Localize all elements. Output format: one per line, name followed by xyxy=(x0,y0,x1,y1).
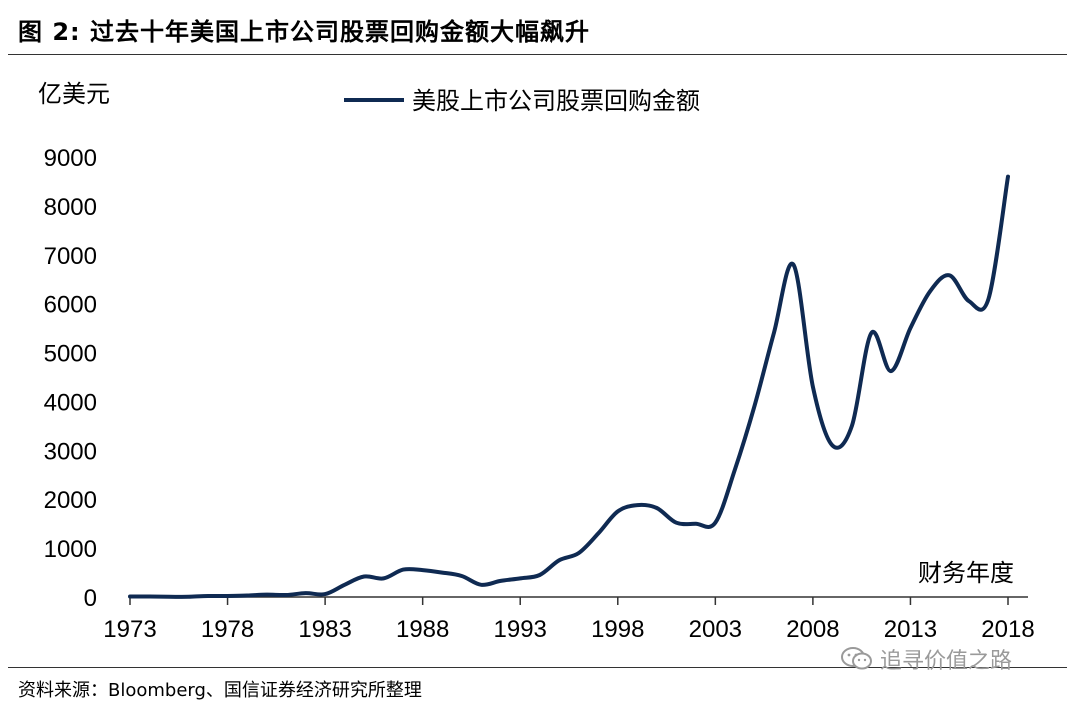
data-point xyxy=(655,507,658,510)
data-point xyxy=(909,327,912,330)
y-tick-label: 6000 xyxy=(44,292,97,319)
x-tick-label: 1973 xyxy=(103,616,156,643)
data-point xyxy=(733,468,736,471)
data-point xyxy=(324,593,327,596)
data-point xyxy=(304,592,307,595)
x-tick-label: 1988 xyxy=(396,616,449,643)
data-point xyxy=(772,332,775,335)
data-point xyxy=(168,595,171,598)
x-tick-label: 2008 xyxy=(786,616,839,643)
data-point xyxy=(441,571,444,574)
data-point xyxy=(363,575,366,578)
data-point xyxy=(929,290,932,293)
data-point xyxy=(207,595,210,598)
data-point xyxy=(519,577,522,580)
x-tick-label: 1998 xyxy=(591,616,644,643)
chart: 1973 1978 1983 1988 1993 1998 2003 2008 2013 2018… xyxy=(38,80,1035,643)
y-tick-label: 3000 xyxy=(44,438,97,465)
data-point xyxy=(187,595,190,598)
data-point xyxy=(265,593,268,596)
data-point xyxy=(480,583,483,586)
data-point xyxy=(714,521,717,524)
figure-title: 图 2: 过去十年美国上市公司股票回购金额大幅飙升 xyxy=(18,18,591,46)
y-tick-label: 7000 xyxy=(44,243,97,270)
x-tick-label: 1993 xyxy=(494,616,547,643)
data-point xyxy=(831,444,834,447)
data-point xyxy=(987,297,990,300)
data-point xyxy=(792,263,795,266)
x-tick-label: 2013 xyxy=(884,616,937,643)
x-tick-label: 1978 xyxy=(201,616,254,643)
data-point xyxy=(870,332,873,335)
data-point xyxy=(597,532,600,535)
data-point xyxy=(558,559,561,562)
figure-header: 图 2: 过去十年美国上市公司股票回购金额大幅飙升 xyxy=(0,0,1075,56)
x-axis-label: 财务年度 xyxy=(918,559,1014,587)
data-point xyxy=(421,569,424,572)
legend-label: 美股上市公司股票回购金额 xyxy=(412,87,700,115)
source-note: 资料来源：Bloomberg、国信证券经济研究所整理 xyxy=(18,680,422,701)
data-point xyxy=(460,575,463,578)
data-point xyxy=(402,568,405,571)
data-point xyxy=(889,370,892,373)
y-tick-label: 1000 xyxy=(44,536,97,563)
data-point xyxy=(285,594,288,597)
data-point xyxy=(382,577,385,580)
data-point xyxy=(675,521,678,524)
data-point xyxy=(226,595,229,598)
data-point xyxy=(499,579,502,582)
series-line xyxy=(128,174,1010,599)
data-point xyxy=(753,405,756,408)
data-point xyxy=(811,385,814,388)
y-tick-label: 9000 xyxy=(44,145,97,172)
x-tick-label: 2003 xyxy=(689,616,742,643)
data-point xyxy=(148,595,151,598)
bottom-rule xyxy=(8,667,1067,668)
y-tick-label: 0 xyxy=(84,585,97,612)
chart-layer: 1973 1978 1983 1988 1993 1998 2003 2008 2013 2018… xyxy=(38,80,1035,643)
data-point xyxy=(1007,175,1010,178)
data-point xyxy=(850,424,853,427)
y-tick-label: 4000 xyxy=(44,389,97,416)
data-point xyxy=(616,510,619,513)
data-point xyxy=(343,583,346,586)
y-tick-label: 8000 xyxy=(44,194,97,221)
watermark: 追寻价值之路 xyxy=(840,643,1012,675)
y-tick-label: 2000 xyxy=(44,487,97,514)
wechat-icon xyxy=(841,647,872,670)
y-tick-label: 5000 xyxy=(44,341,97,368)
data-point xyxy=(538,574,541,577)
data-point xyxy=(968,300,971,303)
data-point xyxy=(246,594,249,597)
data-point xyxy=(636,504,639,507)
data-point xyxy=(577,552,580,555)
data-point xyxy=(129,595,132,598)
top-rule xyxy=(8,54,1067,55)
data-point xyxy=(948,274,951,277)
data-point xyxy=(694,522,697,525)
x-tick-label: 2018 xyxy=(981,616,1034,643)
watermark-text: 追寻价值之路 xyxy=(880,649,1013,674)
x-tick-label: 1983 xyxy=(298,616,351,643)
y-axis-label: 亿美元 xyxy=(38,80,110,108)
